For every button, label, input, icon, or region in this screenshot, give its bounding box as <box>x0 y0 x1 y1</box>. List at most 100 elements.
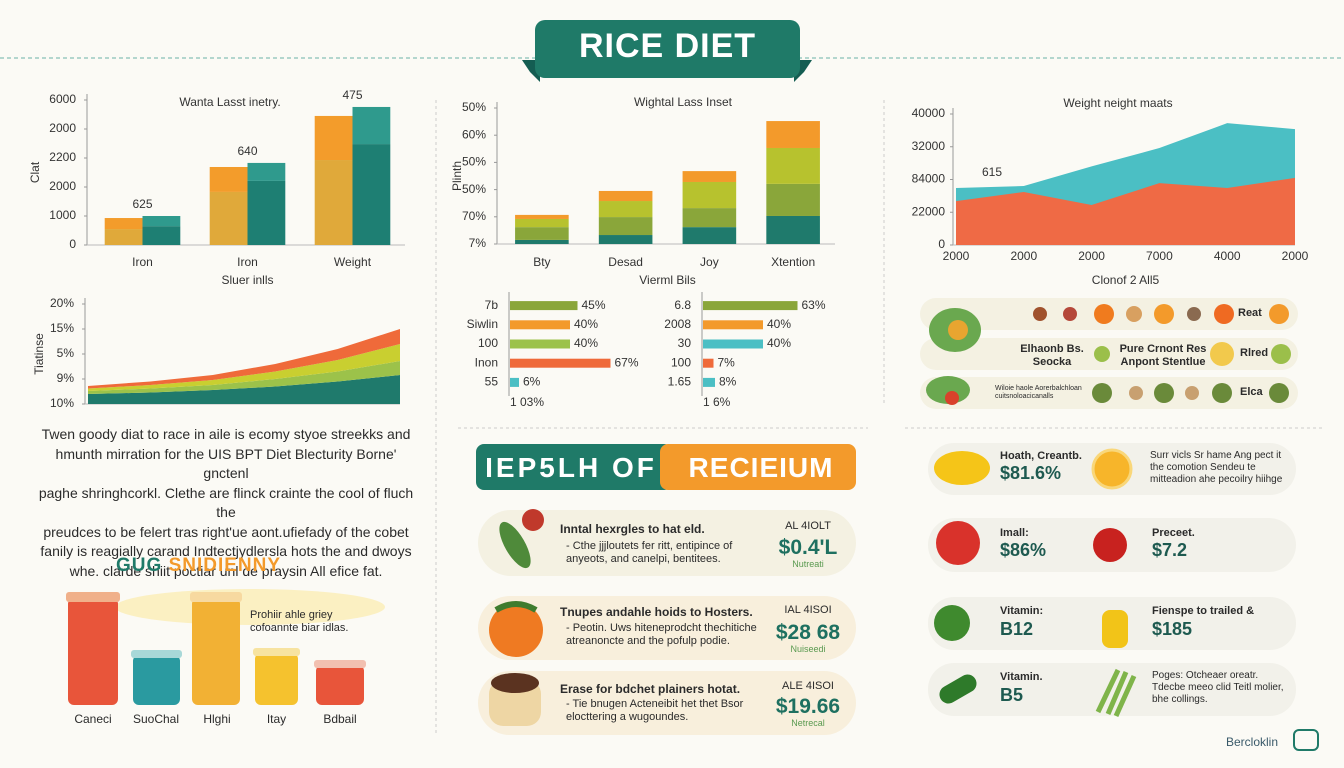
y-tick-label: 0 <box>69 237 76 251</box>
nutrient-value: $7.2 <box>1152 540 1188 560</box>
food-icon <box>1154 383 1174 403</box>
x-axis-label: Sluer inlls <box>221 273 273 287</box>
nutrient-label: Hoath, Creantb. <box>1000 450 1082 462</box>
bar-segment <box>515 218 569 228</box>
x-tick-label: 4000 <box>1214 249 1241 263</box>
area <box>88 375 400 404</box>
value-label: 40% <box>574 336 598 350</box>
y-tick-label: 20% <box>50 296 74 310</box>
offer-title: Tnupes andahle hoids to Hosters. <box>560 605 753 619</box>
food-icon <box>1094 346 1110 362</box>
jar <box>133 655 180 705</box>
offer-desc: - Cthe jjjloutets fer ritt, entipince of… <box>566 540 733 566</box>
x-tick-label: 2000 <box>943 249 970 263</box>
jar-label: Caneci <box>74 712 112 726</box>
food-icon <box>1154 304 1174 324</box>
chart-title: Wightal Lass Inset <box>634 95 733 109</box>
jar-label: Hlghi <box>203 712 231 726</box>
bar-segment <box>104 229 143 245</box>
jar-lid <box>314 660 366 668</box>
bar-segment <box>682 181 737 209</box>
offer-tag: ALE 4ISOI <box>782 680 834 692</box>
y-tick-label: 22000 <box>912 204 946 218</box>
bar-segment <box>766 147 820 184</box>
y-tick-label: 7b <box>485 298 499 312</box>
bar <box>703 339 763 349</box>
nutrient-value: $81.6% <box>1000 463 1062 483</box>
jar-label: SuoChal <box>132 712 180 726</box>
logo <box>1293 729 1319 751</box>
y-tick-label: 10% <box>50 396 74 410</box>
y-tick-label: 5% <box>57 346 75 360</box>
herb-icon <box>522 509 544 531</box>
y-tick-label: 1.65 <box>668 375 692 389</box>
bar-segment <box>314 115 353 161</box>
bar-segment <box>247 162 286 181</box>
bar-annotation: 640 <box>237 144 257 158</box>
y-tick-label: 84000 <box>912 172 946 186</box>
intro-line: Twen goody diat to race in aile is ecomy… <box>41 426 411 442</box>
broccoli-icon <box>934 605 970 641</box>
bar-segment <box>515 227 569 240</box>
offer-note: Nutreati <box>792 559 824 569</box>
nutrient-text: Poges: Otcheaer oreatr. Tdecbe meeo clid… <box>1152 670 1284 705</box>
banner <box>535 20 800 78</box>
salad-icon <box>926 376 970 404</box>
x-tick-label: Desad <box>608 255 643 269</box>
y-tick-label: 50% <box>462 155 486 169</box>
food-icon <box>1210 342 1234 366</box>
nutrient-label: Vitamin: <box>1000 605 1044 617</box>
value-label: 40% <box>767 317 791 331</box>
food-label: Wiloie haole Aorerbalchloan cuitsnoloaci… <box>995 385 1082 401</box>
chart-title: Wanta Lasst inetry. <box>179 95 280 109</box>
nutrient-label: Fienspe to trailed & <box>1152 605 1255 617</box>
offer-note: Nuiseedi <box>790 644 826 654</box>
jar-lid <box>66 592 120 602</box>
bar-segment <box>352 106 391 145</box>
cucumber-icon <box>939 674 977 704</box>
value-label: 63% <box>802 298 826 312</box>
value-label: 8% <box>719 375 737 389</box>
food-icon <box>1271 344 1291 364</box>
food-icon <box>1033 307 1047 321</box>
area <box>88 344 400 391</box>
food-icon <box>1269 304 1289 324</box>
food-label: Reat <box>1238 307 1262 319</box>
bar <box>703 377 715 387</box>
offer-title: Erase for bdchet plainers hotat. <box>560 682 741 696</box>
jar <box>192 598 240 705</box>
jar-label: Itay <box>266 712 287 726</box>
area <box>88 361 400 394</box>
y-tick-label: 55 <box>485 375 499 389</box>
nutrient-label: Imall: <box>1000 527 1029 539</box>
y-tick-label: 15% <box>50 321 74 335</box>
celery-icon <box>1095 668 1137 718</box>
bar <box>703 301 798 311</box>
value-label: 40% <box>574 317 598 331</box>
y-tick-label: Inon <box>475 355 498 369</box>
y-tick-label: 32000 <box>912 139 946 153</box>
y-tick-label: 2200 <box>49 150 76 164</box>
y-tick-label: 50% <box>462 182 486 196</box>
offer-note: Netrecal <box>791 718 825 728</box>
bar-segment <box>142 226 181 245</box>
food-icon <box>1269 383 1289 403</box>
bar-segment <box>104 218 143 230</box>
nutrient-label: Vitamin. <box>1000 671 1043 683</box>
bar <box>510 377 519 387</box>
y-tick-label: 60% <box>462 127 486 141</box>
nutrient-text: Surr vicls Sr hame Ang pect it the comot… <box>1150 450 1283 485</box>
bar-segment <box>209 166 248 192</box>
value-label: 45% <box>582 298 606 312</box>
rice-icon <box>491 673 539 693</box>
axis-note: 1 6% <box>703 395 731 409</box>
x-tick-label: Iron <box>237 255 258 269</box>
page-title: RICE DIET <box>578 27 757 65</box>
food-label: Elca <box>1240 386 1263 398</box>
x-tick-label: 2000 <box>1010 249 1037 263</box>
area <box>956 177 1295 245</box>
bar-segment <box>598 235 653 244</box>
orange-icon <box>1091 448 1133 490</box>
x-axis-label: Clonof 2 All5 <box>1092 273 1160 287</box>
